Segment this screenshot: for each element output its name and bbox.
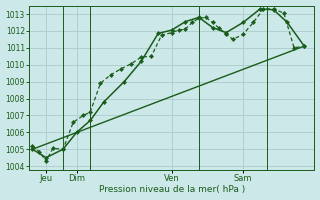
X-axis label: Pression niveau de la mer( hPa ): Pression niveau de la mer( hPa ) (99, 185, 245, 194)
